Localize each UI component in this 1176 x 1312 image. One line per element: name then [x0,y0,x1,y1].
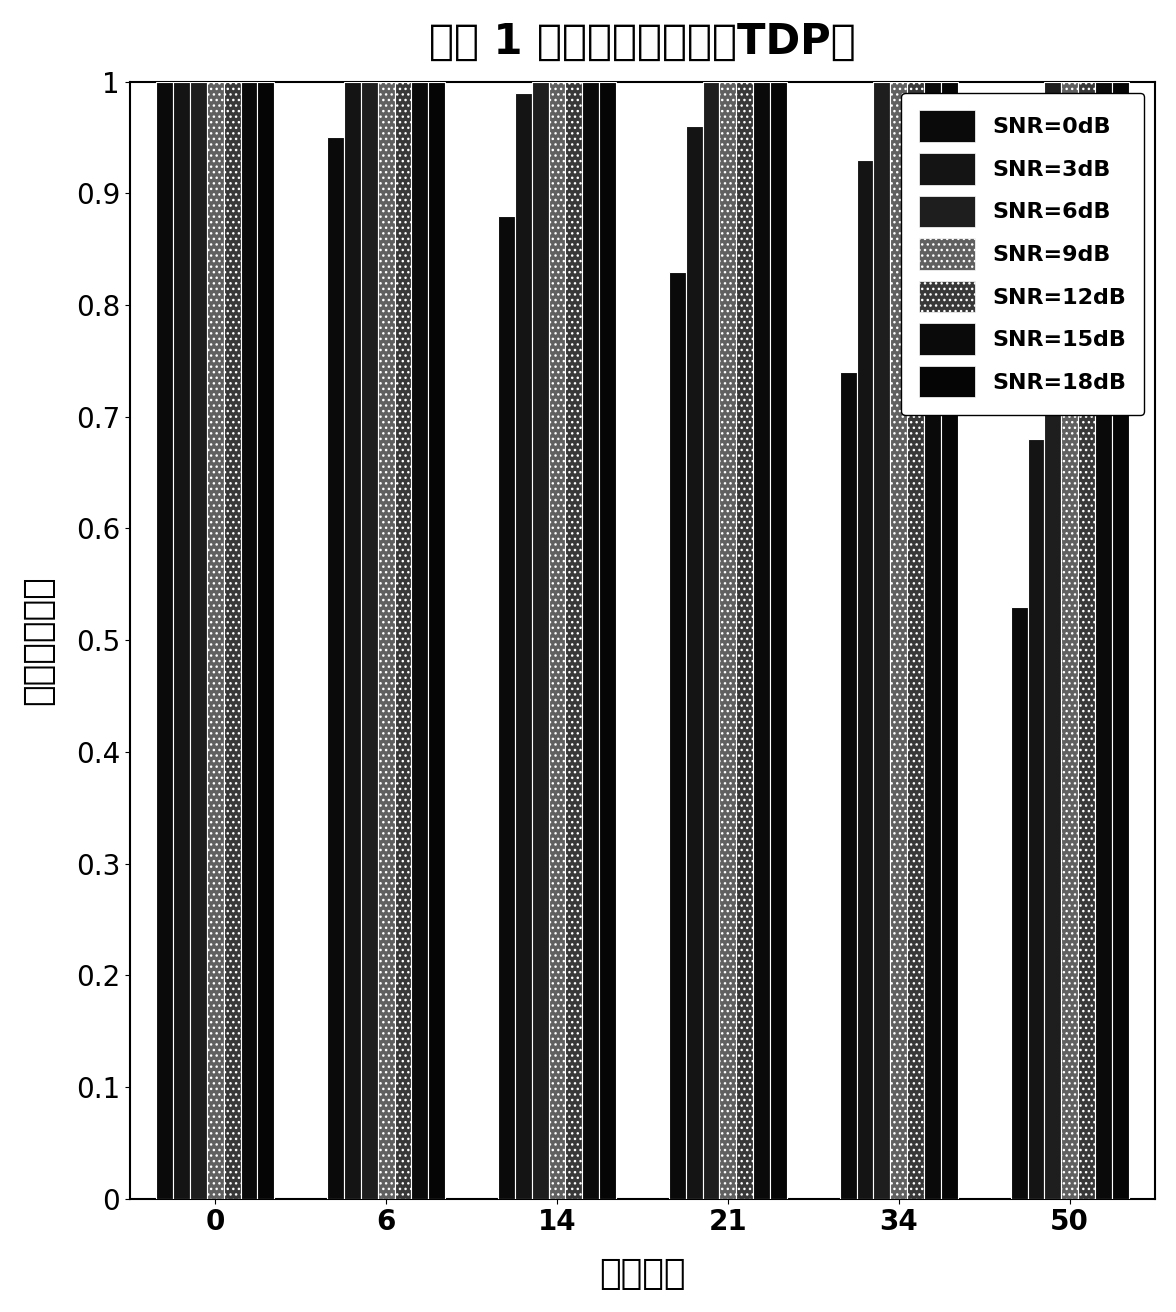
Bar [736,81,754,1199]
Bar [856,160,874,1199]
Bar [156,81,173,1199]
Bar [189,81,207,1199]
Bar [377,81,395,1199]
Bar [720,81,736,1199]
Bar [686,126,702,1199]
Bar [754,81,770,1199]
Bar [1095,81,1112,1199]
Bar [532,81,548,1199]
Bar [702,81,720,1199]
Bar [361,81,377,1199]
Y-axis label: 正确估计概率: 正确估计概率 [21,575,55,705]
Bar [770,81,787,1199]
Bar [941,81,958,1199]
Legend: SNR=0dB, SNR=3dB, SNR=6dB, SNR=9dB, SNR=12dB, SNR=15dB, SNR=18dB: SNR=0dB, SNR=3dB, SNR=6dB, SNR=9dB, SNR=… [901,93,1144,415]
Bar [907,81,924,1199]
Bar [1010,606,1028,1199]
Bar [1028,440,1044,1199]
Bar [258,81,274,1199]
Bar [600,81,616,1199]
Bar [566,81,582,1199]
Bar [1061,81,1078,1199]
Bar [548,81,566,1199]
Bar [840,373,856,1199]
Title: 用户 1 多路径延迟估计（TDP）: 用户 1 多路径延迟估计（TDP） [429,21,856,63]
Bar [327,138,343,1199]
Bar [207,81,223,1199]
Bar [1078,81,1095,1199]
Bar [428,81,446,1199]
Bar [241,81,258,1199]
Bar [874,81,890,1199]
Bar [515,93,532,1199]
Bar [412,81,428,1199]
Bar [1112,81,1129,1199]
Bar [1044,81,1061,1199]
Bar [890,81,907,1199]
Bar [924,81,941,1199]
Bar [223,81,241,1199]
Bar [497,215,515,1199]
X-axis label: 路径延迍: 路径延迍 [600,1257,686,1291]
Bar [582,81,600,1199]
Bar [669,272,686,1199]
Bar [343,81,361,1199]
Bar [395,81,412,1199]
Bar [173,81,189,1199]
